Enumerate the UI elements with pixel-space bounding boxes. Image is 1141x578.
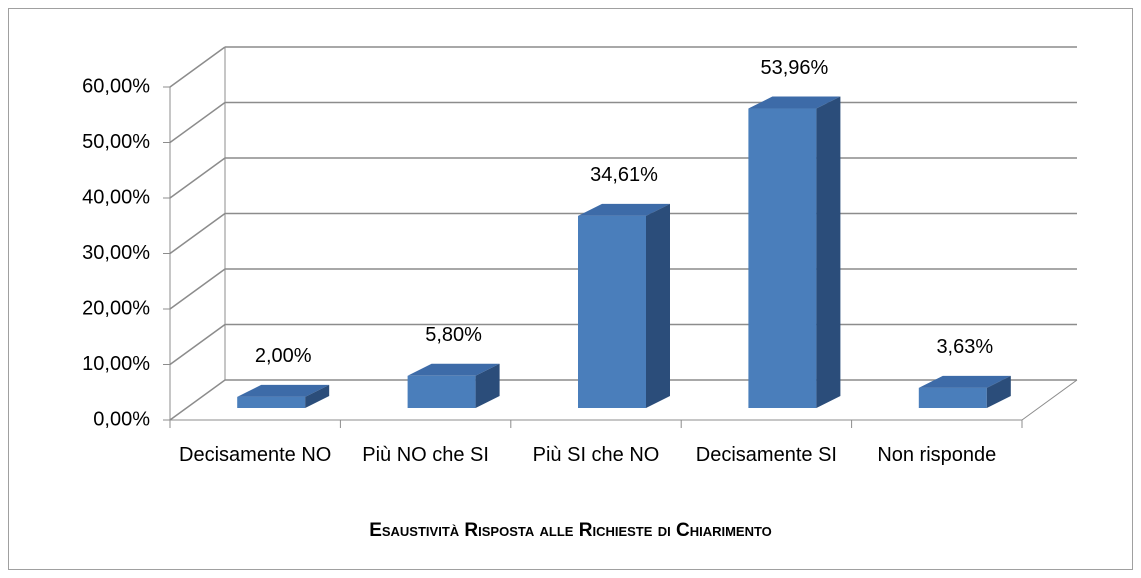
axis-title: Esaustività Risposta alle Richieste di C… <box>369 520 772 541</box>
bar <box>578 215 646 408</box>
grid-line <box>169 46 226 88</box>
value-label: 53,96% <box>760 57 828 79</box>
y-tick-label: 10,00% <box>82 353 150 375</box>
grid-line <box>169 101 226 144</box>
bar-top <box>407 363 500 376</box>
grid-line <box>169 212 226 255</box>
y-tick-label: 50,00% <box>82 131 150 153</box>
bar-top <box>578 203 670 216</box>
x-tick-label: Non risponde <box>877 444 997 466</box>
bar-top <box>748 96 841 109</box>
chart-border <box>8 8 1133 570</box>
bar-side <box>305 384 330 408</box>
y-tick-label: 30,00% <box>82 242 150 264</box>
value-label: 5,80% <box>425 324 482 346</box>
value-label: 3,63% <box>936 336 993 358</box>
bar <box>918 387 987 408</box>
grid-line <box>169 268 226 310</box>
bar-top <box>237 384 330 397</box>
floor-edge <box>1021 379 1078 421</box>
value-label: 34,61% <box>590 164 658 186</box>
grid-line <box>169 323 226 366</box>
x-tick-label: Decisamente SI <box>695 444 837 466</box>
bar-side <box>986 375 1011 408</box>
y-tick-label: 40,00% <box>82 186 150 208</box>
grid-line <box>169 157 226 199</box>
bar-top <box>918 375 1011 388</box>
bar <box>237 396 306 408</box>
bar <box>748 108 817 408</box>
y-tick-label: 0,00% <box>93 408 150 430</box>
y-tick-label: 20,00% <box>82 297 150 319</box>
x-tick-label: Più NO che SI <box>362 444 489 466</box>
x-tick-label: Decisamente NO <box>179 444 332 466</box>
bar-side <box>646 203 670 408</box>
bar <box>407 375 476 408</box>
value-label: 2,00% <box>255 345 312 367</box>
bar-side <box>475 363 500 408</box>
y-tick-label: 60,00% <box>82 75 150 97</box>
bar-side <box>816 96 841 408</box>
x-tick-label: Più SI che NO <box>532 444 660 466</box>
grid-line <box>169 379 226 421</box>
